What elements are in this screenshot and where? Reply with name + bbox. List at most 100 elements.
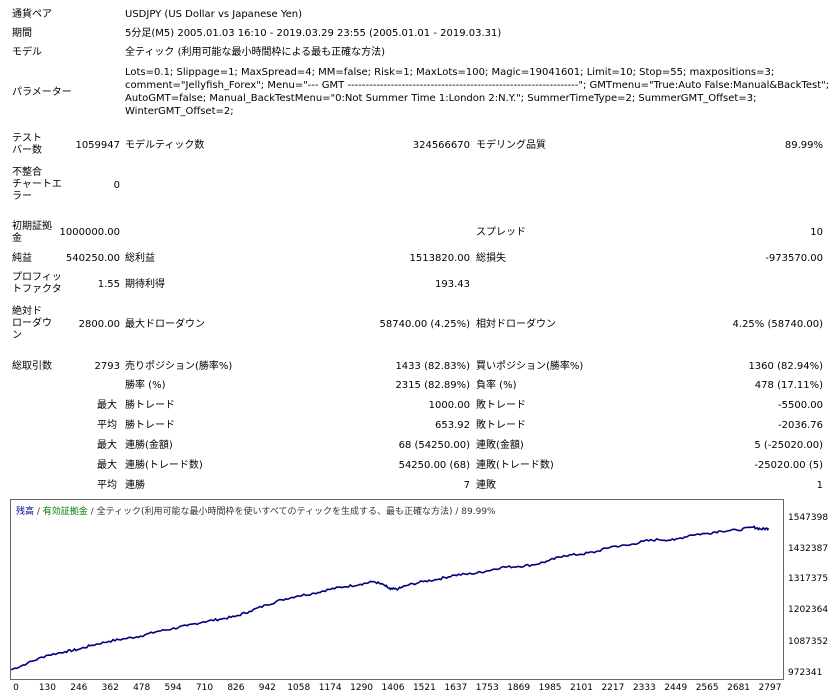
consec-win-amount-label: 連勝(金額)	[125, 440, 173, 451]
mismatch-value: 0	[113, 180, 120, 191]
win-value: 2315 (82.89%)	[395, 380, 470, 391]
symbol-value: USDJPY (US Dollar vs Japanese Yen)	[125, 9, 303, 20]
max-prefix: 最大	[97, 400, 117, 411]
x-tick-label: 2449	[664, 683, 688, 693]
x-tick-label: 1985	[538, 683, 562, 693]
x-tick-label: 478	[133, 683, 151, 693]
legend-equity: 有効証拠金	[42, 507, 88, 517]
y-tick-label: 972341	[788, 668, 823, 678]
avg-loss-label: 敗トレード	[476, 420, 526, 431]
consec-loss-count-label: 連敗(トレード数)	[476, 460, 554, 471]
avg-consec-win-value: 7	[463, 480, 470, 491]
balance-chart-svg	[10, 525, 770, 671]
bars-label: テスト バー数	[12, 133, 42, 156]
gross-loss-label: 総損失	[476, 253, 506, 264]
x-tick-label: 1174	[318, 683, 342, 693]
balance-chart	[10, 499, 784, 680]
consec-win-count-label: 連勝(トレード数)	[125, 460, 203, 471]
period-value: 5分足(M5) 2005.01.03 16:10 - 2019.03.29 23…	[125, 28, 502, 39]
x-tick-label: 1753	[475, 683, 499, 693]
x-tick-label: 2797	[758, 683, 782, 693]
rel-dd-label: 相対ドローダウン	[476, 319, 556, 330]
expected-value: 193.43	[435, 279, 470, 290]
params-line: comment="Jellyfish_Forex"; Menu="--- GMT…	[125, 80, 830, 91]
x-tick-label: 2101	[570, 683, 593, 693]
short-label: 売りポジション(勝率%)	[125, 361, 233, 372]
max-loss-value: -5500.00	[778, 400, 823, 411]
x-tick-label: 130	[38, 683, 56, 693]
max-prefix: 最大	[97, 440, 117, 451]
avg-consec-win-label: 連勝	[125, 480, 145, 491]
rel-dd-value: 4.25% (58740.00)	[732, 319, 823, 330]
avg-prefix: 平均	[97, 420, 117, 431]
model-value: 全ティック (利用可能な最小時間枠による最も正確な方法)	[125, 47, 386, 58]
x-tick-label: 594	[164, 683, 182, 693]
max-win-label: 勝トレード	[125, 400, 175, 411]
x-tick-label: 942	[258, 683, 276, 693]
avg-win-value: 653.92	[435, 420, 470, 431]
loss-label: 負率 (%)	[476, 380, 517, 391]
model-label: モデル	[12, 47, 42, 58]
legend-separator: /	[34, 507, 43, 517]
x-tick-label: 246	[70, 683, 88, 693]
params-label: パラメーター	[12, 87, 72, 98]
legend-balance: 残高	[16, 507, 35, 517]
x-tick-label: 1290	[350, 683, 374, 693]
y-tick-label: 1432387	[788, 544, 829, 554]
long-value: 1360 (82.94%)	[748, 361, 823, 372]
y-tick-label: 1317375	[788, 574, 829, 584]
avg-consec-loss-value: 1	[816, 480, 823, 491]
spread-value: 10	[810, 227, 823, 238]
avg-prefix: 平均	[97, 480, 117, 491]
avg-loss-value: -2036.76	[778, 420, 823, 431]
x-tick-label: 1869	[507, 683, 531, 693]
params-line: AutoGMT=false; Manual_BackTestMenu="0:No…	[125, 93, 757, 104]
params-line: WinterGMT_Offset=2;	[125, 106, 234, 117]
abs-dd-value: 2800.00	[78, 319, 120, 330]
consec-loss-count-value: -25020.00 (5)	[754, 460, 823, 471]
expected-label: 期待利得	[125, 279, 165, 290]
short-value: 1433 (82.83%)	[395, 361, 470, 372]
max-dd-label: 最大ドローダウン	[125, 319, 205, 330]
x-tick-label: 2681	[727, 683, 751, 693]
gross-loss-value: -973570.00	[765, 253, 823, 264]
long-label: 買いポジション(勝率%)	[476, 361, 584, 372]
ticks-label: モデルティック数	[125, 140, 205, 151]
deposit-label: 初期証拠 金	[12, 221, 52, 244]
quality-label: モデリング品質	[476, 140, 546, 151]
x-tick-label: 0	[13, 683, 19, 693]
pf-label: プロフィッ トファクタ	[12, 272, 62, 295]
legend-quality: / 89.99%	[452, 507, 496, 517]
avg-win-label: 勝トレード	[125, 420, 175, 431]
spread-label: スプレッド	[476, 227, 526, 238]
x-tick-label: 1406	[381, 683, 405, 693]
legend-model: 全ティック(利用可能な最小時間枠を使いすべてのティックを生成する、最も正確な方法…	[96, 507, 453, 517]
x-tick-label: 362	[101, 683, 119, 693]
quality-value: 89.99%	[784, 140, 823, 151]
max-win-value: 1000.00	[428, 400, 470, 411]
x-tick-label: 2217	[601, 683, 625, 693]
chart-legend: 残高 / 有効証拠金 / 全ティック(利用可能な最小時間枠を使いすべてのティック…	[16, 504, 496, 517]
y-tick-label: 1087352	[788, 637, 829, 647]
params-line: Lots=0.1; Slippage=1; MaxSpread=4; MM=fa…	[125, 67, 775, 78]
avg-consec-loss-label: 連敗	[476, 480, 496, 491]
balance-line	[10, 525, 770, 671]
consec-win-count-value: 54250.00 (68)	[398, 460, 470, 471]
x-tick-label: 710	[195, 683, 214, 693]
x-tick-label: 1637	[444, 683, 468, 693]
trades-label: 総取引数	[12, 361, 52, 372]
x-tick-label: 826	[227, 683, 245, 693]
abs-dd-label: 絶対ド ローダウ ン	[12, 306, 52, 341]
x-tick-label: 2565	[695, 683, 719, 693]
x-tick-label: 2333	[632, 683, 656, 693]
net-value: 540250.00	[65, 253, 120, 264]
deposit-value: 1000000.00	[59, 227, 120, 238]
x-tick-label: 1058	[287, 683, 311, 693]
mismatch-label: 不整合 チャートエ ラー	[12, 167, 62, 202]
y-tick-label: 1547398	[788, 513, 829, 523]
pf-value: 1.55	[97, 279, 120, 290]
max-dd-value: 58740.00 (4.25%)	[379, 319, 470, 330]
gross-profit-value: 1513820.00	[409, 253, 470, 264]
max-prefix: 最大	[97, 460, 117, 471]
consec-loss-amount-value: 5 (-25020.00)	[754, 440, 823, 451]
